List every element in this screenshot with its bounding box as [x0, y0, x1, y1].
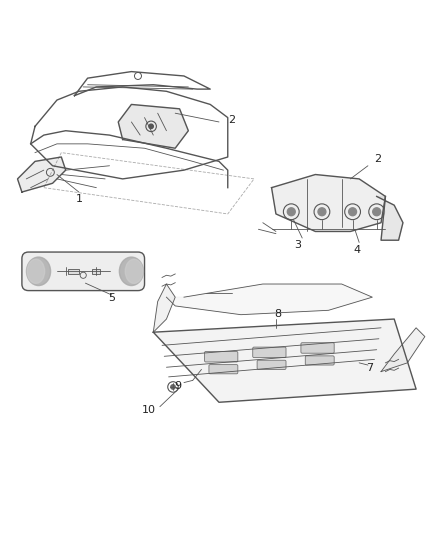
FancyBboxPatch shape [305, 356, 334, 365]
Polygon shape [272, 174, 385, 231]
FancyBboxPatch shape [257, 360, 286, 369]
Ellipse shape [119, 257, 143, 286]
Circle shape [349, 208, 357, 216]
Text: 5: 5 [108, 293, 115, 303]
Polygon shape [381, 328, 425, 372]
Text: 7: 7 [367, 363, 374, 373]
Polygon shape [377, 197, 403, 240]
FancyBboxPatch shape [301, 343, 334, 353]
Text: 8: 8 [275, 309, 282, 319]
Circle shape [171, 385, 175, 389]
Text: 2: 2 [374, 154, 381, 164]
Ellipse shape [26, 257, 50, 286]
Text: 10: 10 [141, 405, 155, 415]
Text: 4: 4 [353, 245, 360, 255]
Bar [92, 269, 100, 274]
Polygon shape [118, 104, 188, 148]
FancyBboxPatch shape [22, 252, 145, 290]
Text: 2: 2 [228, 115, 235, 125]
FancyBboxPatch shape [253, 347, 286, 358]
Ellipse shape [125, 259, 143, 284]
Polygon shape [153, 284, 175, 332]
FancyBboxPatch shape [209, 365, 238, 374]
Text: 3: 3 [294, 240, 301, 251]
Circle shape [149, 124, 153, 128]
Circle shape [287, 208, 295, 216]
Bar [68, 269, 79, 274]
Polygon shape [153, 319, 416, 402]
Ellipse shape [27, 259, 45, 284]
Text: 9: 9 [175, 381, 182, 391]
Circle shape [318, 208, 326, 216]
Circle shape [373, 208, 381, 216]
FancyBboxPatch shape [205, 351, 238, 362]
Text: 1: 1 [75, 193, 82, 204]
Polygon shape [18, 157, 66, 192]
Polygon shape [166, 284, 372, 314]
